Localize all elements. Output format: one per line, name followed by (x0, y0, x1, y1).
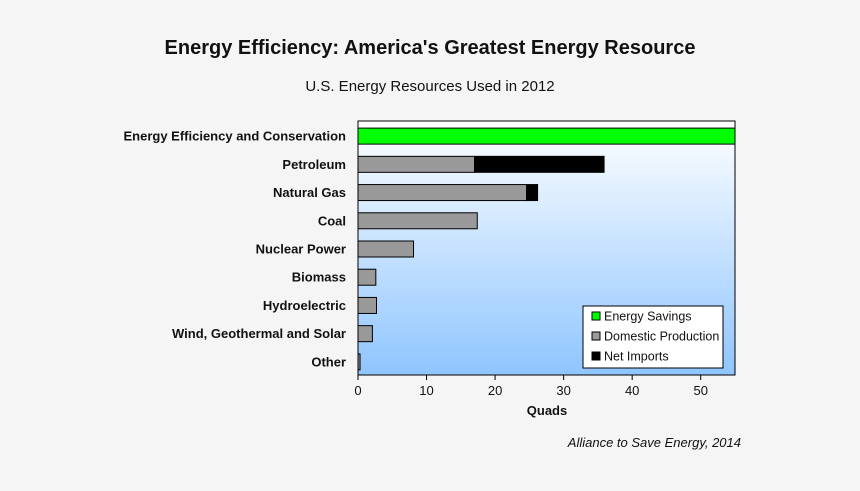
legend-label-domestic-production: Domestic Production (604, 330, 719, 344)
legend-label-energy-savings: Energy Savings (604, 310, 692, 324)
x-axis-title: Quads (527, 403, 567, 418)
category-label-hydroelectric: Hydroelectric (263, 298, 346, 313)
legend-box (582, 305, 724, 369)
bar-coal-domestic-production (357, 212, 478, 230)
source-credit: Alliance to Save Energy, 2014 (567, 435, 741, 450)
x-tick-label-50: 50 (693, 383, 707, 398)
x-tick-label-40: 40 (625, 383, 639, 398)
x-tick-label-10: 10 (419, 383, 433, 398)
category-label-wind-geothermal-and-solar: Wind, Geothermal and Solar (172, 326, 346, 341)
legend-swatch-energy-savings (591, 311, 601, 321)
chart-subtitle: U.S. Energy Resources Used in 2012 (305, 78, 555, 95)
x-tick-label-0: 0 (354, 383, 361, 398)
bar-nuclear-power-domestic-production (357, 240, 415, 258)
bar-other-domestic-production (357, 353, 361, 371)
category-label-natural-gas: Natural Gas (273, 185, 346, 200)
bar-petroleum-domestic-production (357, 155, 476, 173)
category-label-energy-efficiency-and-conservation: Energy Efficiency and Conservation (123, 129, 346, 144)
legend: Energy Savings Domestic Production Net Imp… (582, 305, 724, 369)
bar-energy-efficiency-and-conservation-energy-savings (357, 127, 736, 145)
bar-natural-gas-domestic-production (357, 184, 528, 202)
bar-petroleum-net-imports (474, 155, 605, 173)
x-tick-label-20: 20 (488, 383, 502, 398)
bar-natural-gas-net-imports (526, 184, 539, 202)
bar-biomass-domestic-production (357, 268, 377, 286)
legend-swatch-net-imports (591, 351, 601, 361)
chart-title: Energy Efficiency: America's Greatest En… (164, 37, 696, 59)
x-tick-label-30: 30 (556, 383, 570, 398)
category-label-biomass: Biomass (292, 270, 346, 285)
legend-label-net-imports: Net Imports (604, 350, 669, 364)
bar-hydroelectric-domestic-production (357, 296, 378, 314)
category-label-nuclear-power: Nuclear Power (256, 242, 346, 257)
category-label-petroleum: Petroleum (282, 157, 346, 172)
category-label-other: Other (311, 354, 346, 369)
legend-swatch-domestic-production (591, 331, 601, 341)
category-label-coal: Coal (318, 213, 346, 228)
bar-wind-geothermal-and-solar-domestic-production (357, 325, 373, 343)
